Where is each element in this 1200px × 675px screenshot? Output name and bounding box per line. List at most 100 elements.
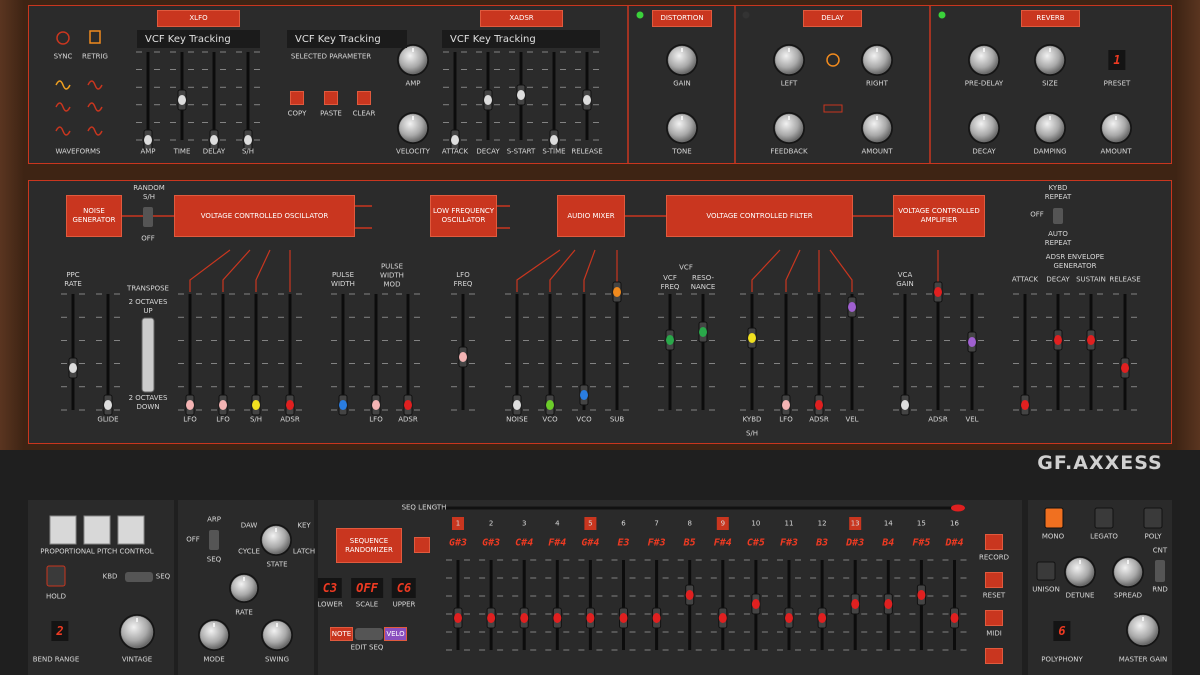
slider-cap-light[interactable] <box>851 599 860 609</box>
slider-cap-light[interactable] <box>339 400 347 410</box>
slider-cap-light[interactable] <box>459 352 467 362</box>
waveform-icon[interactable] <box>87 80 103 90</box>
slider-cap-light[interactable] <box>244 135 252 145</box>
action-button[interactable] <box>357 91 371 105</box>
slider-cap-light[interactable] <box>652 613 661 623</box>
slider-cap-light[interactable] <box>751 599 760 609</box>
voice-mode-button[interactable] <box>1143 507 1163 529</box>
slider-cap-light[interactable] <box>451 135 459 145</box>
knob[interactable] <box>262 620 292 650</box>
pitch-pad[interactable] <box>49 515 77 545</box>
waveform-icon[interactable] <box>55 126 71 136</box>
slider-cap-light[interactable] <box>1121 363 1129 373</box>
slider-cap-light[interactable] <box>785 613 793 623</box>
waveform-icon[interactable] <box>87 126 103 136</box>
transport-button[interactable] <box>985 610 1003 626</box>
slider-cap-light[interactable] <box>252 400 260 410</box>
slider-cap-light[interactable] <box>546 400 554 410</box>
knob[interactable] <box>969 113 999 143</box>
voice-mode-button[interactable] <box>1044 507 1064 529</box>
power-led[interactable] <box>742 11 750 19</box>
slider-cap-light[interactable] <box>553 613 562 623</box>
step-highlight[interactable] <box>452 517 464 530</box>
slider-cap-light[interactable] <box>901 400 909 410</box>
seq-length-handle[interactable] <box>951 504 965 512</box>
mode-icon[interactable] <box>823 104 843 113</box>
slider-cap-light[interactable] <box>580 390 588 400</box>
slider-cap-light[interactable] <box>1054 335 1062 345</box>
knob[interactable] <box>199 620 229 650</box>
action-button[interactable] <box>324 91 338 105</box>
randomize-button[interactable] <box>414 537 430 553</box>
slider-cap-light[interactable] <box>219 400 227 410</box>
knob[interactable] <box>774 45 804 75</box>
knob[interactable] <box>1113 557 1143 587</box>
repeat-switch[interactable] <box>1053 208 1063 224</box>
slider-cap-light[interactable] <box>1087 335 1095 345</box>
slider-cap-light[interactable] <box>144 135 152 145</box>
slider-cap-light[interactable] <box>666 335 674 345</box>
step-highlight[interactable] <box>849 517 862 530</box>
random-switch[interactable] <box>143 207 153 227</box>
power-led[interactable] <box>938 11 946 19</box>
slider-cap-light[interactable] <box>685 590 694 600</box>
kbd-seq-switch[interactable] <box>125 572 153 582</box>
velo-toggle[interactable]: VELO <box>384 627 407 641</box>
knob[interactable] <box>862 45 892 75</box>
waveform-icon[interactable] <box>55 80 71 90</box>
slider-cap-light[interactable] <box>818 613 827 623</box>
slider-cap-light[interactable] <box>950 613 959 623</box>
slider-cap-light[interactable] <box>968 337 976 347</box>
slider-cap-light[interactable] <box>513 400 521 410</box>
slider-cap-light[interactable] <box>484 95 492 105</box>
transport-button[interactable] <box>985 534 1003 550</box>
slider-cap-light[interactable] <box>815 400 823 410</box>
cnt-rnd-switch[interactable] <box>1155 560 1165 582</box>
slider-cap-light[interactable] <box>748 333 756 343</box>
transpose-switch[interactable] <box>141 317 155 393</box>
knob[interactable] <box>1101 113 1131 143</box>
arp-switch[interactable] <box>209 530 219 550</box>
knob[interactable] <box>1065 557 1095 587</box>
sync-icon[interactable] <box>56 31 70 45</box>
knob[interactable] <box>398 113 428 143</box>
knob[interactable] <box>261 525 291 555</box>
knob[interactable] <box>1127 614 1159 646</box>
slider-cap-light[interactable] <box>404 400 412 410</box>
knob[interactable] <box>230 574 258 602</box>
knob[interactable] <box>1035 113 1065 143</box>
slider-cap-light[interactable] <box>619 613 628 623</box>
knob[interactable] <box>774 113 804 143</box>
step-highlight[interactable] <box>716 517 729 530</box>
knob[interactable] <box>667 113 697 143</box>
action-button[interactable] <box>290 91 304 105</box>
slider-cap-light[interactable] <box>917 590 926 600</box>
knob[interactable] <box>398 45 428 75</box>
randomizer-button[interactable]: SEQUENCE RANDOMIZER <box>336 528 402 563</box>
slider-cap-light[interactable] <box>583 95 591 105</box>
knob[interactable] <box>1035 45 1065 75</box>
step-highlight[interactable] <box>584 517 597 530</box>
slider-cap-light[interactable] <box>286 400 294 410</box>
sync-icon[interactable] <box>826 53 840 67</box>
voice-mode-button[interactable] <box>1094 507 1114 529</box>
slider-cap-light[interactable] <box>372 400 380 410</box>
slider-cap-light[interactable] <box>550 135 558 145</box>
waveform-icon[interactable] <box>55 102 71 112</box>
slider-cap-light[interactable] <box>454 613 462 623</box>
retrig-icon[interactable] <box>89 30 101 44</box>
knob[interactable] <box>120 615 154 649</box>
slider-cap-light[interactable] <box>186 400 194 410</box>
transport-button[interactable] <box>985 648 1003 664</box>
slider-cap-light[interactable] <box>884 599 893 609</box>
slider-cap-light[interactable] <box>848 302 856 312</box>
slider-cap-light[interactable] <box>613 287 621 297</box>
pitch-pad[interactable] <box>83 515 111 545</box>
hold-button[interactable] <box>46 565 66 587</box>
knob[interactable] <box>667 45 697 75</box>
slider-cap-light[interactable] <box>178 95 186 105</box>
slider-cap-light[interactable] <box>782 400 790 410</box>
pitch-pad[interactable] <box>117 515 145 545</box>
power-led[interactable] <box>636 11 644 19</box>
slider-cap-light[interactable] <box>104 400 112 410</box>
